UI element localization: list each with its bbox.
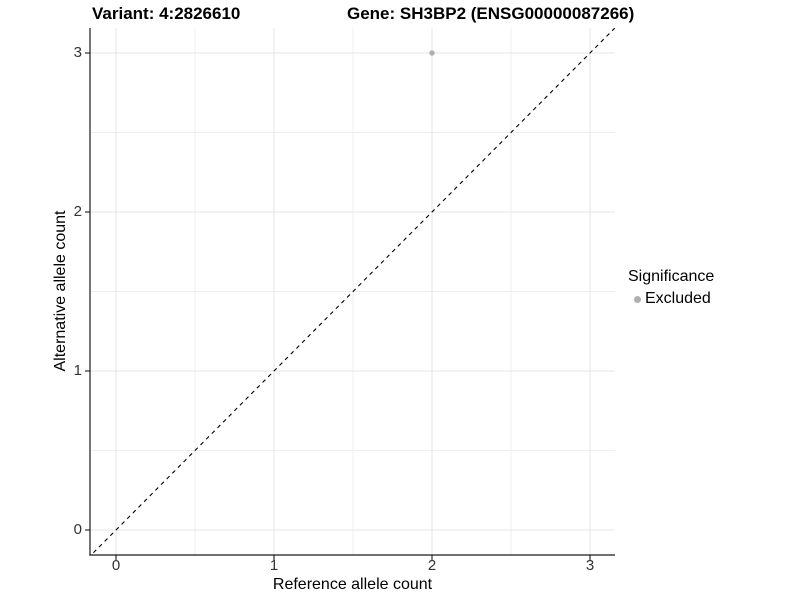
y-tick-label: 2 xyxy=(73,203,82,220)
legend-title: Significance xyxy=(628,268,715,285)
legend-point-icon xyxy=(634,295,641,303)
y-axis-title: Alternative allele count xyxy=(52,210,69,372)
legend: Significance Excluded xyxy=(628,268,714,308)
y-tick-label: 1 xyxy=(73,362,82,379)
x-tick-label: 2 xyxy=(427,557,437,574)
x-axis-title: Reference allele count xyxy=(272,576,433,593)
x-tick-label: 0 xyxy=(111,557,121,574)
data-point-excluded xyxy=(429,50,435,56)
legend-entry-label: Excluded xyxy=(645,290,711,307)
plot-title-variant: Variant: 4:2826610 xyxy=(92,4,241,23)
y-tick-label: 0 xyxy=(73,521,82,538)
legend-entry-excluded: Excluded xyxy=(628,290,714,308)
x-tick-label: 3 xyxy=(585,557,595,574)
plot-title-gene: Gene: SH3BP2 (ENSG00000087266) xyxy=(347,4,635,23)
y-tick-label: 3 xyxy=(73,44,82,61)
x-tick-label: 1 xyxy=(269,557,279,574)
